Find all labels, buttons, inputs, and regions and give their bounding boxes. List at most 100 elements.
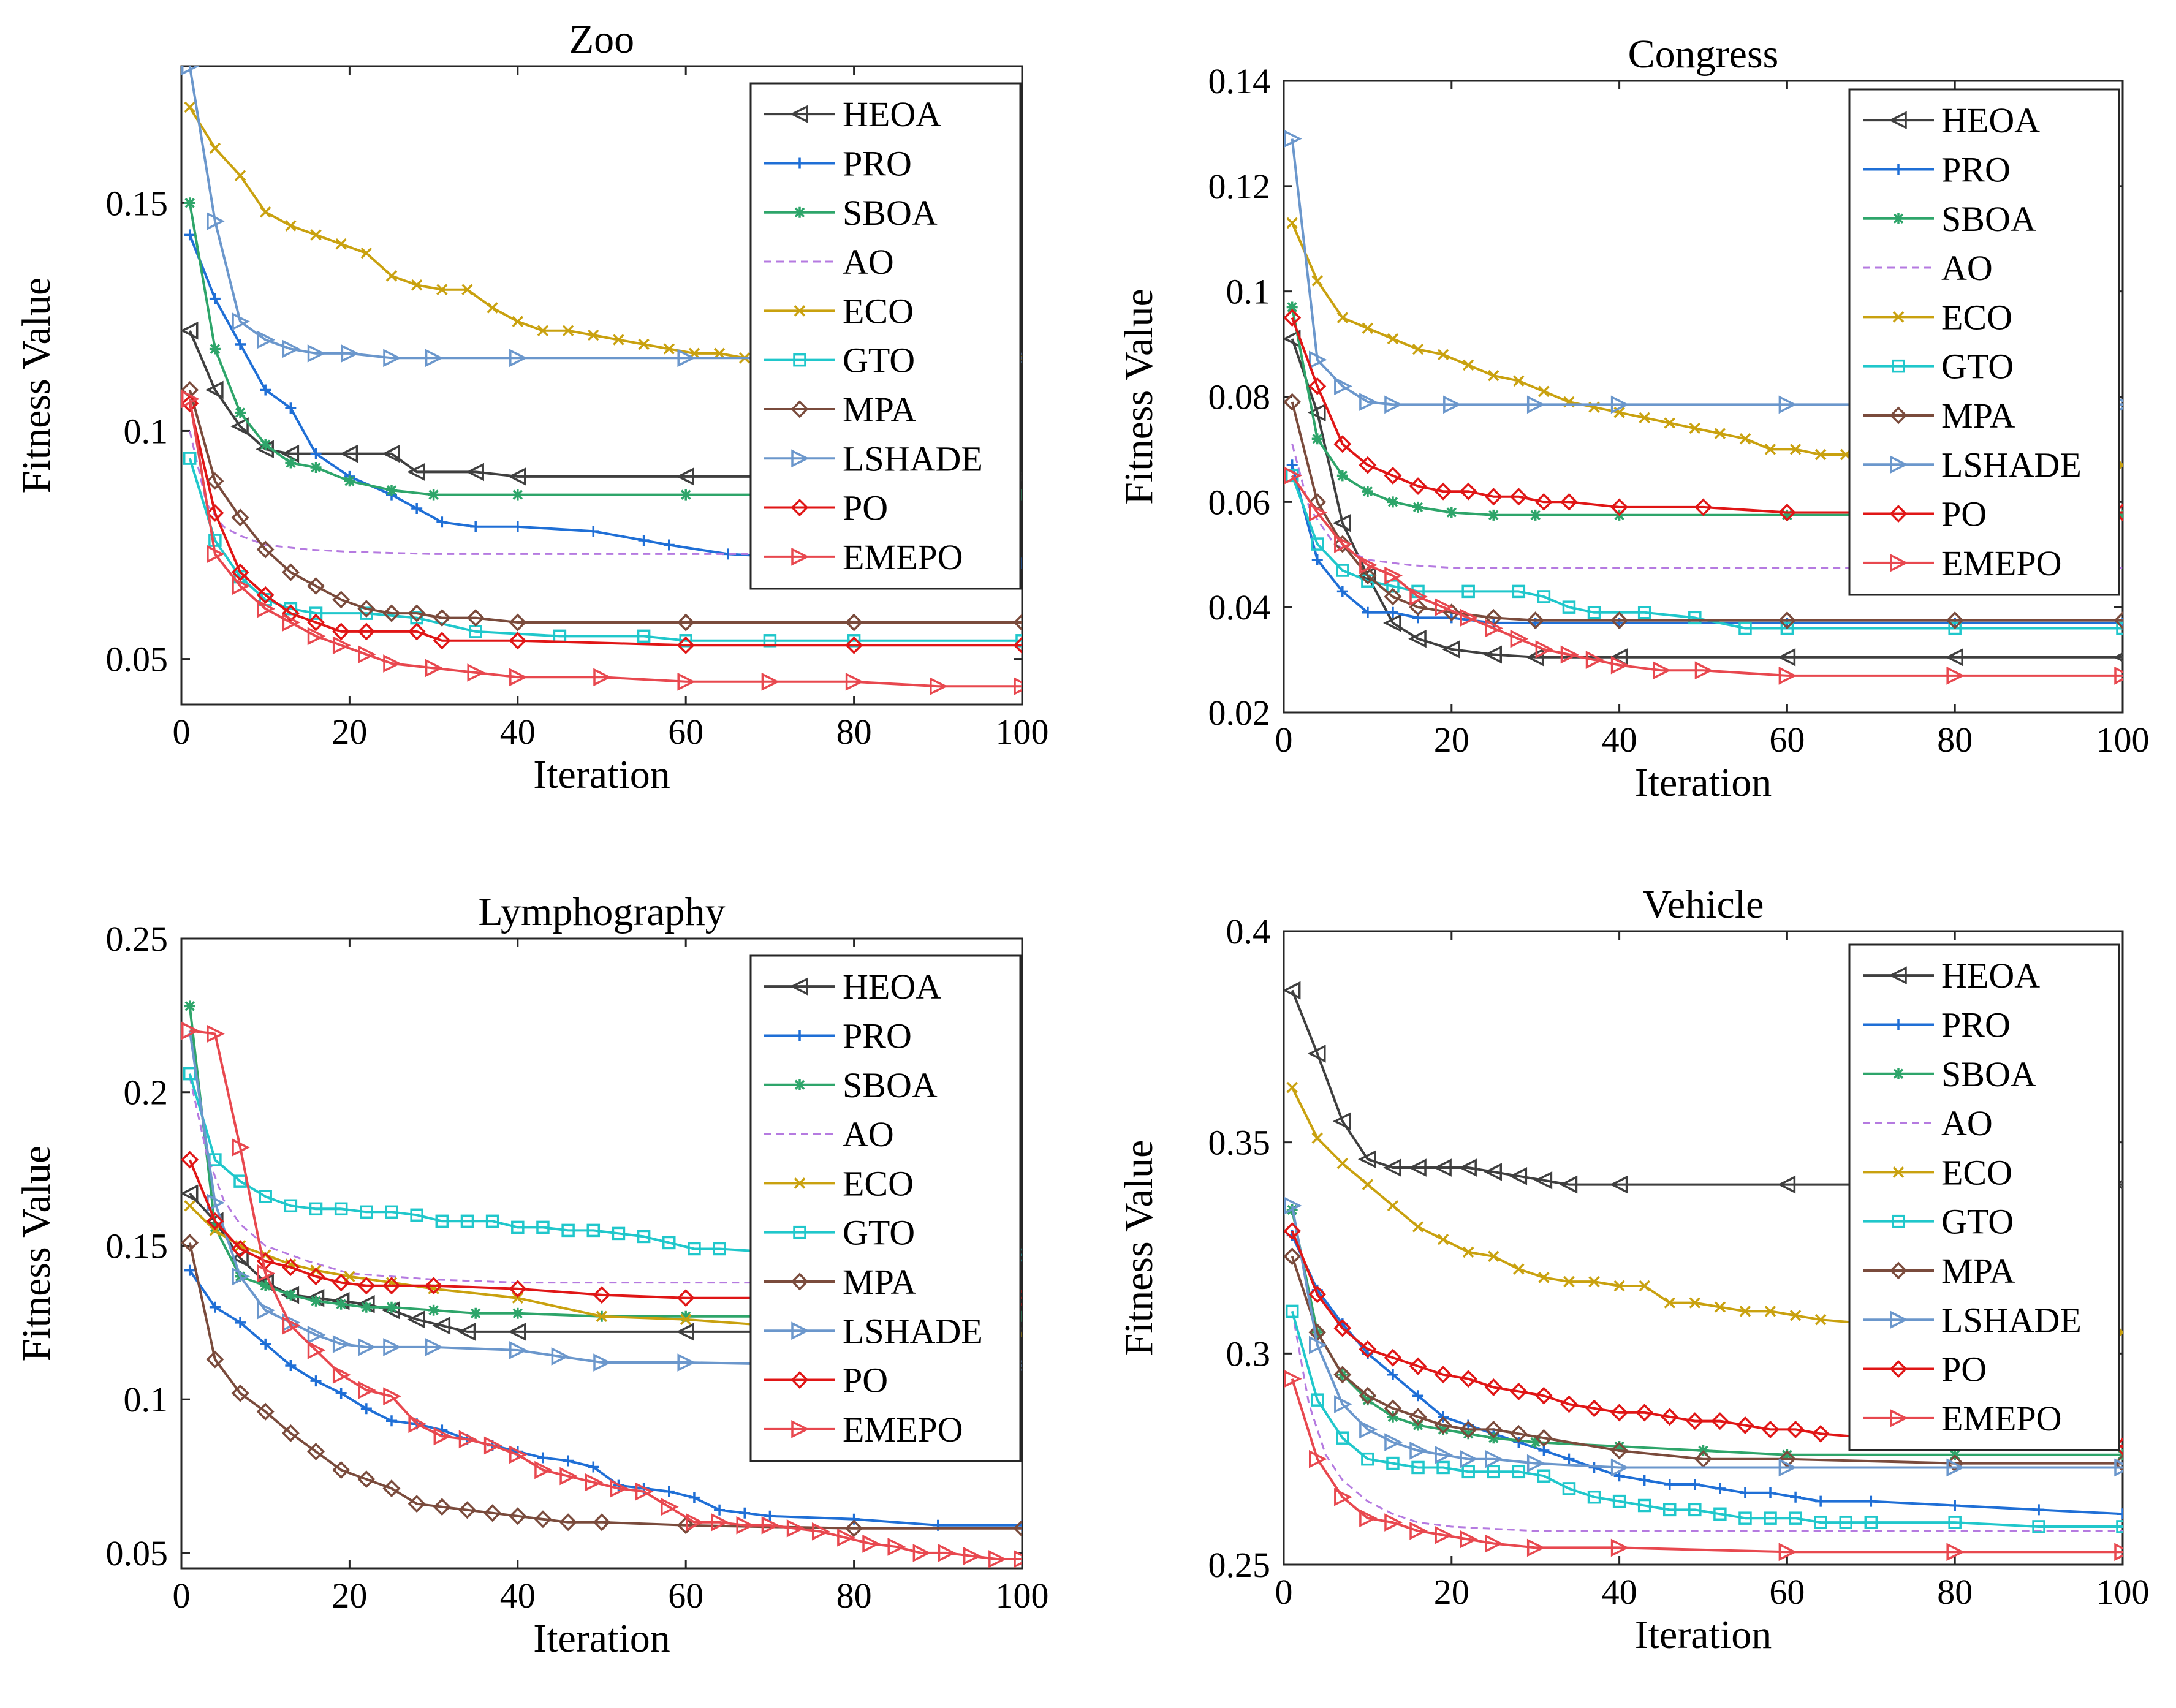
data-point [209,343,221,355]
data-point [509,1507,527,1525]
data-point [509,1445,528,1464]
series-emepo [181,390,1022,696]
series-layer [181,1000,1022,1568]
data-point [1811,1424,1830,1443]
legend-label: PO [843,488,888,528]
data-point [436,516,448,528]
data-point [1789,1511,1802,1525]
x-tick-label: 0 [173,1576,191,1615]
legend-item-gto: GTO [764,1213,915,1253]
data-point [466,463,484,482]
data-point [1484,488,1503,506]
data-point [1653,661,1671,680]
y-tick-label: 0.02 [1208,693,1271,733]
data-point [1284,981,1301,1000]
data-point [534,1510,552,1529]
legend-label: LSHADE [843,1311,983,1351]
x-tick-label: 0 [1275,720,1293,760]
data-point [588,329,599,341]
data-point [1485,619,1504,638]
data-point [1387,333,1399,345]
data-point [411,502,423,514]
legend-item-gto: GTO [764,341,915,380]
data-point [688,1242,701,1256]
x-tick-label: 60 [1769,1572,1805,1612]
data-point [537,325,549,336]
data-point [433,609,451,627]
data-point [1526,395,1545,414]
y-tick-label: 0.15 [106,1226,169,1266]
data-point [1613,1280,1625,1292]
data-point [1686,1412,1704,1430]
data-point [1814,1313,1827,1326]
x-tick-label: 80 [836,1576,872,1615]
data-point [1761,1420,1780,1438]
data-point [184,1200,195,1212]
data-point [232,576,250,595]
data-point [663,539,675,551]
data-point [310,1295,322,1307]
data-point [1694,661,1713,680]
data-point [1412,1390,1424,1402]
data-point [467,663,486,682]
data-point [663,343,675,355]
data-point [259,1190,272,1203]
legend-swatch-marker [1889,1360,1908,1378]
data-point [332,1366,351,1384]
data-point [1778,1543,1797,1562]
legend-item-pro: PRO [764,1016,912,1056]
legend-swatch-marker [1893,213,1904,224]
data-point [1485,1534,1504,1553]
y-axis-label: Fitness Value [14,278,59,494]
data-point [209,293,221,304]
data-point [930,677,948,696]
data-point [382,444,400,463]
series-line [1291,1256,2123,1465]
data-point [335,1298,347,1310]
series-mpa [181,1233,1022,1538]
data-point [231,563,249,581]
data-point [256,1402,275,1421]
series-po [181,1151,1022,1307]
data-point [1436,1460,1450,1475]
data-point [1013,1519,1022,1538]
data-point [1384,1348,1402,1367]
data-point [184,1000,195,1012]
data-point [1588,1275,1600,1288]
data-point [963,1547,982,1565]
data-point [433,632,451,650]
data-point [613,334,624,346]
data-point [234,170,246,181]
data-point [1460,608,1479,627]
data-point [383,1338,401,1356]
data-point [845,672,864,691]
data-point [988,1550,1007,1568]
y-tick-label: 0.2 [124,1073,169,1113]
data-point [2114,667,2123,685]
legend-item-po: PO [764,1361,888,1400]
data-point [232,1138,250,1157]
legend-item-sboa: SBOA [1863,199,2036,239]
x-axis-label: Iteration [1635,1612,1772,1657]
data-point [1359,567,1377,585]
data-point [1336,470,1348,482]
chart-title: Congress [1628,32,1779,77]
x-tick-label: 20 [1434,720,1469,760]
y-tick-label: 0.04 [1208,588,1271,627]
legend-swatch-marker [1892,311,1905,323]
chart-title: Vehicle [1643,882,1764,927]
x-tick-label: 80 [1937,720,1973,760]
data-point [507,1323,526,1341]
data-point [1610,1442,1629,1460]
data-point [1610,498,1629,516]
series-line [189,1204,1022,1336]
legend-label: MPA [843,390,917,429]
x-tick-label: 0 [1275,1572,1293,1612]
data-point [1412,343,1424,355]
legend-item-ao: AO [1863,1103,1993,1143]
data-point [408,1415,427,1434]
data-point [332,636,351,655]
legend-item-eco: ECO [764,1163,914,1203]
data-point [1509,1424,1528,1443]
data-point [1460,1449,1479,1468]
